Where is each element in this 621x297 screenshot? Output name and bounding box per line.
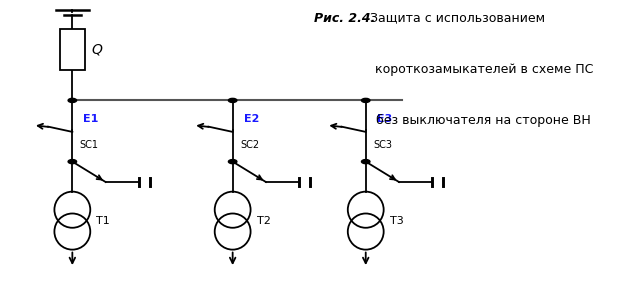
Text: T3: T3 bbox=[390, 216, 404, 226]
Circle shape bbox=[361, 159, 370, 164]
Text: SC1: SC1 bbox=[79, 140, 99, 150]
Circle shape bbox=[68, 98, 76, 102]
Circle shape bbox=[361, 98, 370, 102]
Circle shape bbox=[68, 159, 76, 164]
Text: без выключателя на стороне ВН: без выключателя на стороне ВН bbox=[376, 113, 591, 127]
Text: Рис. 2.4.: Рис. 2.4. bbox=[314, 12, 376, 25]
Text: E2: E2 bbox=[243, 114, 259, 124]
Bar bbox=[60, 29, 85, 70]
Text: SC2: SC2 bbox=[240, 140, 259, 150]
Text: $Q$: $Q$ bbox=[91, 42, 104, 57]
Text: короткозамыкателей в схеме ПС: короткозамыкателей в схеме ПС bbox=[374, 63, 593, 75]
Circle shape bbox=[229, 98, 237, 102]
Text: SC3: SC3 bbox=[373, 140, 392, 150]
Text: Защита с использованием: Защита с использованием bbox=[366, 12, 545, 25]
Text: E3: E3 bbox=[376, 114, 392, 124]
Text: T2: T2 bbox=[256, 216, 271, 226]
Text: T1: T1 bbox=[96, 216, 110, 226]
Circle shape bbox=[229, 159, 237, 164]
Text: E1: E1 bbox=[83, 114, 99, 124]
